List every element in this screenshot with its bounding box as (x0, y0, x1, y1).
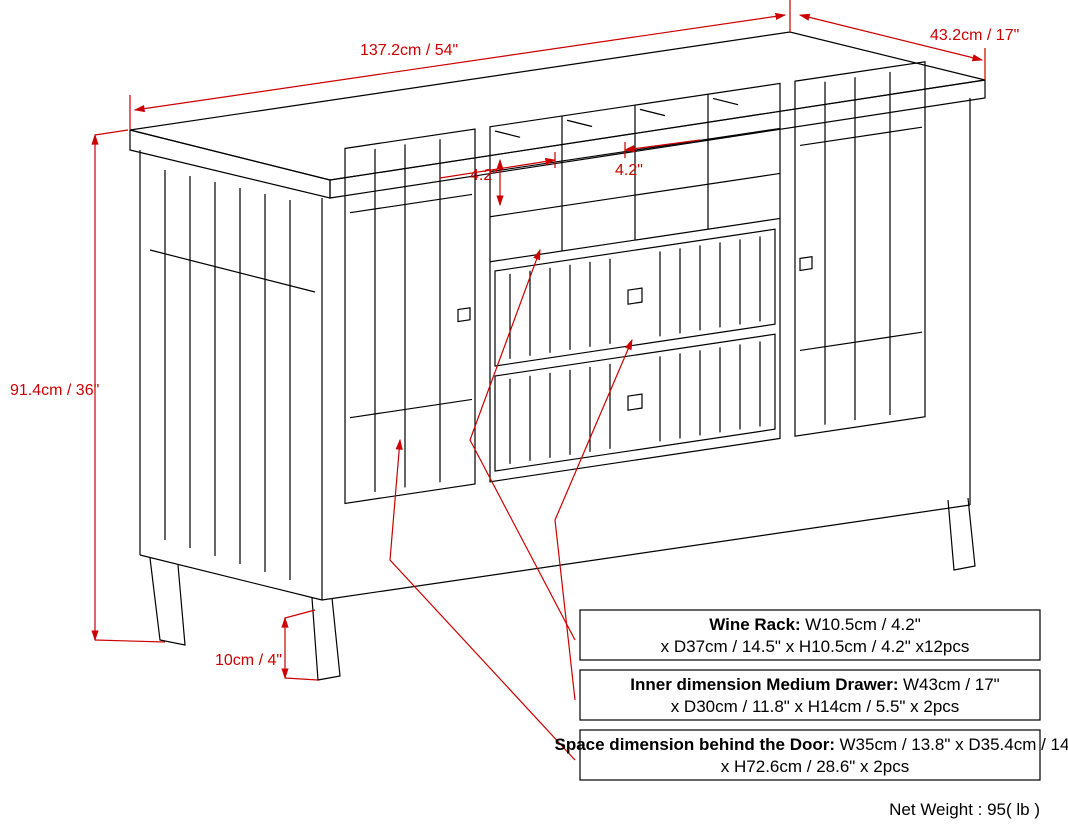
dim-slot-h: 4.2" (615, 162, 643, 179)
cabinet-drawing (130, 32, 985, 680)
net-weight: Net Weight : 95( lb ) (889, 800, 1040, 819)
spec-door: Space dimension behind the Door: W35cm /… (555, 730, 1068, 780)
spec-drawer-l2: x D30cm / 11.8" x H14cm / 5.5" x 2pcs (671, 697, 960, 716)
svg-text:Wine Rack: W10.5: Wine Rack: W10.5cm / 4.2" (709, 615, 921, 634)
dim-slot-w: 4.2" (470, 167, 498, 184)
spec-drawer: Inner dimension Medium Drawer: W43cm / 1… (580, 670, 1040, 720)
spec-wine-rack-l1: W10.5cm / 4.2" (805, 615, 921, 634)
spec-door-l2: x H72.6cm / 28.6" x 2pcs (721, 757, 909, 776)
svg-text:Inner dimension Medium Drawer:: Inner dimension Medium Drawer: W43cm / 1… (630, 675, 999, 694)
spec-drawer-title: Inner dimension Medium Drawer: (630, 675, 898, 694)
dim-leg: 10cm / 4" (215, 652, 282, 669)
furniture-dimension-diagram: 137.2cm / 54" 43.2cm / 17" 91.4cm / 36" … (0, 0, 1068, 829)
dim-height: 91.4cm / 36" (10, 382, 99, 399)
dim-width: 137.2cm / 54" (360, 42, 458, 59)
spec-drawer-l1: W43cm / 17" (903, 675, 1000, 694)
spec-wine-rack: Wine Rack: W10.5cm / 4.2" x D37cm / 14.5… (580, 610, 1040, 660)
spec-door-l1: W35cm / 13.8" x D35.4cm / 14" (839, 735, 1068, 754)
spec-wine-rack-title: Wine Rack: (709, 615, 800, 634)
svg-text:Space dimension behind the Doo: Space dimension behind the Door: W35cm /… (555, 735, 1068, 754)
dim-depth: 43.2cm / 17" (930, 27, 1019, 44)
spec-door-title: Space dimension behind the Door: (555, 735, 836, 754)
spec-wine-rack-l2: x D37cm / 14.5" x H10.5cm / 4.2" x12pcs (661, 637, 970, 656)
